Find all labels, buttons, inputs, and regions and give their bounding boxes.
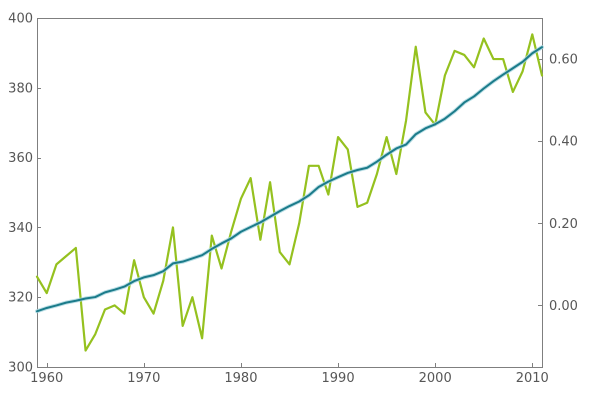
right-axis-tick-label: 0.20 xyxy=(549,217,578,232)
left-axis-tick-label: 400 xyxy=(8,12,33,27)
x-axis-tick-label: 1970 xyxy=(127,371,160,386)
x-axis-tick-label: 2010 xyxy=(516,371,549,386)
x-axis-tick-label: 2000 xyxy=(419,371,452,386)
left-axis-tick-label: 320 xyxy=(8,291,33,306)
x-axis-tick-label: 1990 xyxy=(322,371,355,386)
left-axis-tick-label: 380 xyxy=(8,81,33,96)
right-axis-tick-label: 0.60 xyxy=(549,53,578,68)
left-axis-tick-label: 360 xyxy=(8,151,33,166)
x-axis-tick-label: 1960 xyxy=(30,371,63,386)
left-axis-tick-label: 340 xyxy=(8,221,33,236)
co2-line xyxy=(36,46,543,313)
right-axis-tick-label: 0.40 xyxy=(549,135,578,150)
x-axis-tick-label: 1980 xyxy=(224,371,257,386)
left-axis-tick-label: 300 xyxy=(8,361,33,376)
co2-line-halo xyxy=(35,45,544,314)
right-axis-tick-label: 0.00 xyxy=(549,299,578,314)
plot-frame xyxy=(37,18,543,368)
temperature-line xyxy=(35,33,544,352)
